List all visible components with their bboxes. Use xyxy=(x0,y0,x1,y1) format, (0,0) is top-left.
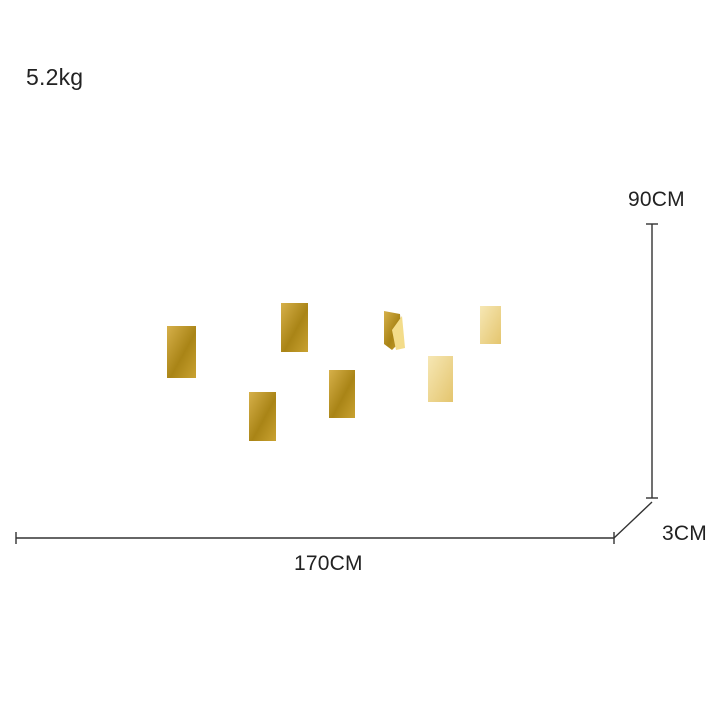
depth-dimension-label: 3CM xyxy=(662,522,707,545)
width-dimension-label: 170CM xyxy=(294,552,363,575)
gold-plates xyxy=(167,303,501,441)
gold-wall-sculpture xyxy=(14,212,612,522)
height-dimension-label: 90CM xyxy=(628,188,685,211)
weight-label: 5.2kg xyxy=(26,64,84,90)
dimension-lines xyxy=(15,223,658,544)
